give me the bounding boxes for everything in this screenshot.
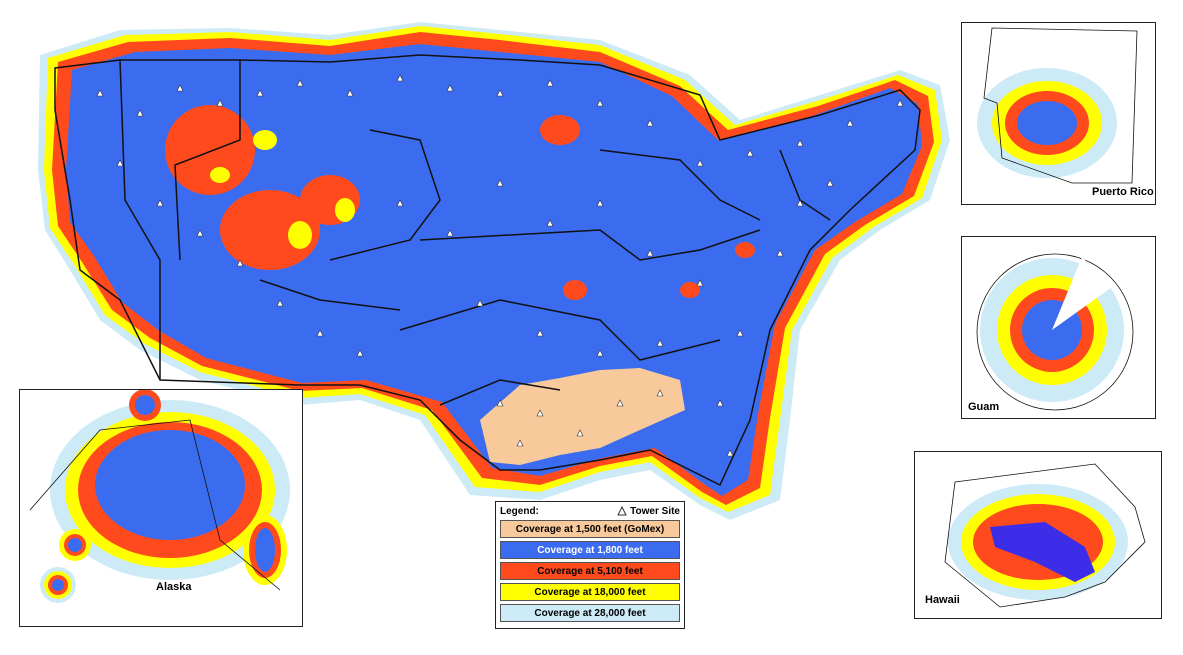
coverage-gomex-area <box>480 368 685 465</box>
region-borders <box>54 54 921 487</box>
legend-row-28000: Coverage at 28,000 feet <box>500 604 680 622</box>
hawaii-label: Hawaii <box>925 594 960 606</box>
puerto-rico-label: Puerto Rico <box>1092 186 1154 198</box>
coverage-1800-area <box>66 44 922 496</box>
legend-tower-label: Tower Site <box>630 505 680 517</box>
legend-row-1800: Coverage at 1,800 feet <box>500 541 680 559</box>
terrain-yellow-gaps <box>210 130 355 249</box>
triangle-icon <box>617 506 627 516</box>
hawaii-coverage-map <box>944 463 1146 608</box>
puerto-rico-inset: Puerto Rico <box>961 22 1156 205</box>
guam-coverage-map <box>976 253 1134 411</box>
legend-title: Legend: <box>500 505 539 517</box>
alaska-inset: Alaska <box>19 389 303 627</box>
puerto-rico-coverage-map <box>977 27 1138 184</box>
alaska-coverage-map <box>29 390 290 603</box>
legend-row-5100: Coverage at 5,100 feet <box>500 562 680 580</box>
guam-inset: Guam <box>961 236 1156 419</box>
tower-sites <box>96 74 904 457</box>
terrain-gaps <box>165 105 755 300</box>
legend-tower-site: Tower Site <box>617 506 680 517</box>
legend-row-18000: Coverage at 18,000 feet <box>500 583 680 601</box>
alaska-label: Alaska <box>156 581 192 593</box>
legend-row-gomex: Coverage at 1,500 feet (GoMex) <box>500 520 680 538</box>
hawaii-inset: Hawaii <box>914 451 1162 619</box>
guam-label: Guam <box>968 401 1000 413</box>
legend: Legend: Tower Site Coverage at 1,500 fee… <box>495 501 685 629</box>
legend-header: Legend: Tower Site <box>500 505 680 517</box>
